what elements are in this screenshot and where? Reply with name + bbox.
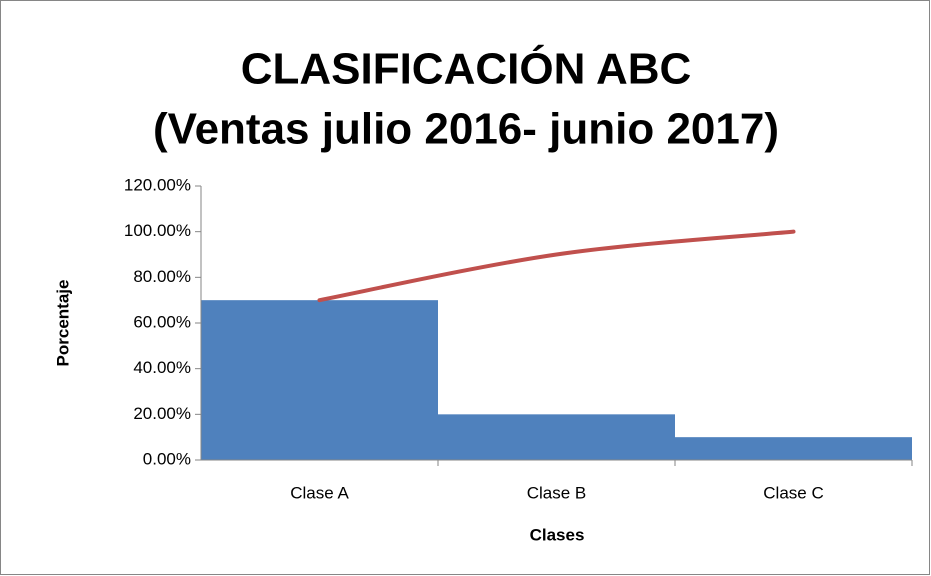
y-tick-label: 0.00% — [143, 449, 191, 468]
x-tick-label: Clase B — [527, 483, 587, 502]
y-tick-label: 40.00% — [133, 358, 191, 377]
bar — [438, 414, 675, 460]
bar — [675, 437, 912, 460]
x-tick-label: Clase A — [290, 483, 349, 502]
y-tick-label: 120.00% — [124, 175, 191, 194]
chart-subtitle: (Ventas julio 2016- junio 2017) — [153, 105, 779, 154]
x-axis-title: Clases — [530, 525, 585, 544]
y-tick-label: 100.00% — [124, 221, 191, 240]
x-tick-label: Clase C — [763, 483, 823, 502]
bar — [201, 300, 438, 460]
chart-title: CLASIFICACIÓN ABC — [241, 44, 692, 94]
y-tick-label: 20.00% — [133, 404, 191, 423]
cumulative-line — [317, 229, 796, 303]
y-tick-label: 60.00% — [133, 312, 191, 331]
y-axis-title: Porcentaje — [53, 280, 72, 367]
y-tick-label: 80.00% — [133, 267, 191, 286]
